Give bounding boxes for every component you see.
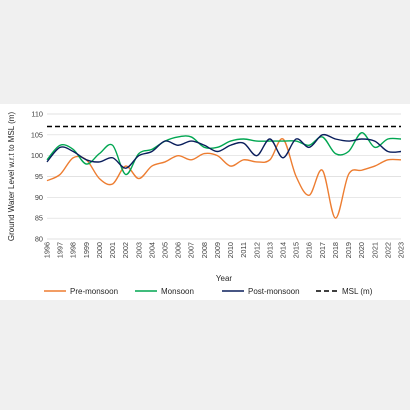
x-tick-label: 2022	[383, 242, 392, 258]
x-tick-label: 2014	[279, 242, 288, 258]
y-axis-title: Ground Water Level w.r.t to MSL (m)	[7, 112, 16, 242]
y-tick-label: 85	[35, 214, 43, 223]
y-tick-label: 95	[35, 172, 43, 181]
x-tick-label: 2006	[174, 242, 183, 258]
y-tick-labels: 80 85 90 95 100 105 110	[31, 110, 43, 244]
chart-container: 80 85 90 95 100 105 110 1996 1997 1998 1999 2000 20…	[0, 104, 410, 300]
x-tick-label: 2001	[108, 242, 117, 258]
x-tick-label: 1999	[82, 242, 91, 258]
groundwater-line-chart: 80 85 90 95 100 105 110 1996 1997 1998 1999 2000 20…	[7, 110, 406, 297]
y-tick-label: 100	[31, 151, 43, 160]
x-tick-label: 2016	[305, 242, 314, 258]
gridlines	[47, 113, 401, 240]
x-tick-label: 2015	[292, 242, 301, 258]
y-tick-label: 110	[31, 110, 43, 119]
y-tick-label: 105	[31, 130, 43, 139]
legend: Pre-monsoon Monsoon Post-monsoon MSL (m)	[44, 287, 373, 296]
series-line-post-monsoon	[46, 133, 402, 169]
x-tick-label: 2019	[344, 242, 353, 258]
x-tick-label: 2021	[370, 242, 379, 258]
x-tick-label: 2011	[239, 242, 248, 258]
x-tick-label: 2002	[121, 242, 130, 258]
x-tick-label: 2004	[147, 242, 156, 258]
series-line-pre-monsoon	[46, 138, 402, 219]
x-tick-label: 2009	[213, 242, 222, 258]
x-tick-label: 2005	[161, 242, 170, 258]
x-tick-label: 1998	[69, 242, 78, 258]
x-axis-title: Year	[216, 274, 233, 283]
x-tick-label: 2017	[318, 242, 327, 258]
legend-label-msl-m: MSL (m)	[342, 287, 373, 296]
x-tick-label: 2010	[226, 242, 235, 258]
x-tick-label: 2023	[397, 242, 406, 258]
x-tick-label: 2008	[200, 242, 209, 258]
x-tick-label: 2020	[357, 242, 366, 258]
x-tick-label: 2000	[95, 242, 104, 258]
x-tick-label: 2013	[265, 242, 274, 258]
legend-label-monsoon: Monsoon	[161, 287, 194, 296]
y-tick-label: 90	[35, 193, 43, 202]
x-tick-label: 1996	[43, 242, 52, 258]
x-tick-label: 2018	[331, 242, 340, 258]
x-tick-label: 2007	[187, 242, 196, 258]
x-tick-label: 2012	[252, 242, 261, 258]
series-line-monsoon	[46, 132, 402, 176]
x-tick-labels: 1996 1997 1998 1999 2000 2001 2002 2003 2004 2005…	[43, 242, 406, 258]
x-tick-label: 1997	[56, 242, 65, 258]
legend-label-post-monsoon: Post-monsoon	[248, 287, 300, 296]
legend-label-pre-monsoon: Pre-monsoon	[70, 287, 118, 296]
x-tick-label: 2003	[134, 242, 143, 258]
y-tick-label: 80	[35, 235, 43, 244]
series-lines	[46, 125, 402, 219]
